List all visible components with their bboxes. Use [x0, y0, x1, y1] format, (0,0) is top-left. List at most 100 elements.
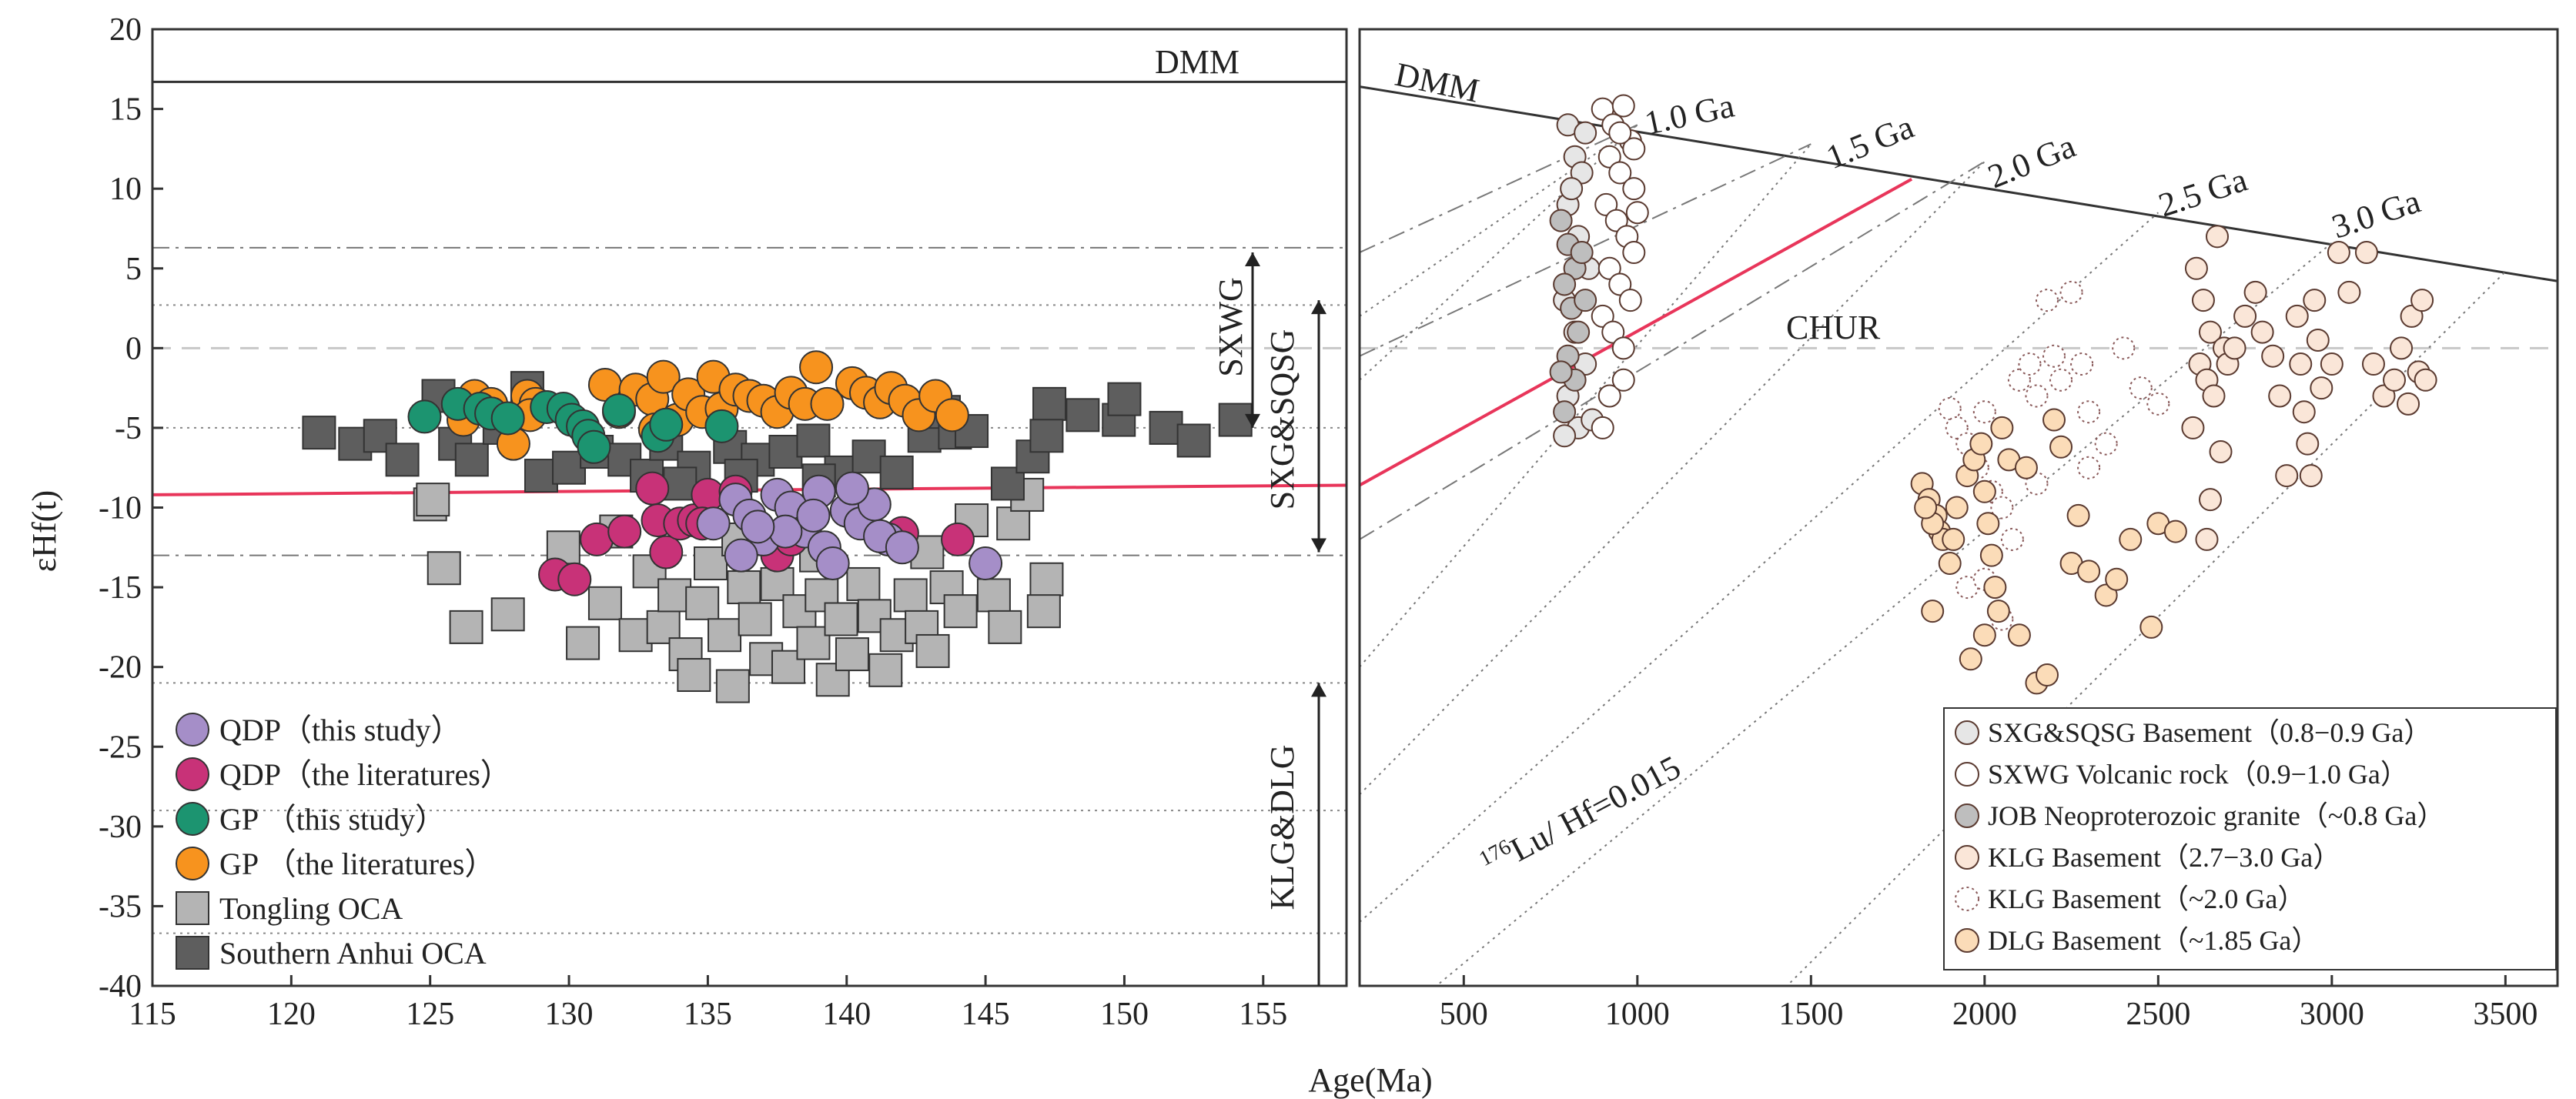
age-line-label-5: 3.0 Ga — [2327, 182, 2425, 246]
legend-right-label-0: SXG&SQSG Basement（0.8−0.9 Ga） — [1988, 717, 2431, 748]
legend-right-label-3: KLG Basement（2.7−3.0 Ga） — [1988, 842, 2340, 873]
right-s3-point-10 — [2198, 488, 2222, 512]
legend-right-box — [1943, 707, 2557, 970]
right-s1-point-11 — [1597, 256, 1621, 280]
right-evolution-line-4 — [1360, 161, 1986, 540]
right-s3-point-16 — [2250, 320, 2274, 344]
right-x-tick-label-2: 1500 — [1778, 997, 1843, 1032]
legend-right-marker-5 — [1955, 928, 1979, 953]
right-s4-point-11 — [2036, 289, 2059, 312]
left-y-tick-label-5: -5 — [115, 411, 142, 446]
right-s5-point-18 — [1990, 416, 2014, 439]
legend-right-marker-3 — [1955, 845, 1979, 870]
left-s5-point-21 — [851, 439, 886, 474]
range-arrow-head-top-2 — [1311, 683, 1326, 697]
right-s3-point-23 — [2296, 432, 2320, 456]
right-evolution-line-6 — [1360, 212, 2159, 923]
right-dmm-label: DMM — [1392, 55, 1483, 110]
left-s4-point-33 — [893, 578, 928, 613]
right-s3-point-17 — [2261, 344, 2285, 368]
right-s1-point-17 — [1622, 137, 1646, 161]
right-s4-point-17 — [2094, 432, 2118, 456]
left-s2-point-10 — [577, 429, 611, 464]
left-s5-point-35 — [1218, 403, 1253, 437]
right-s5-point-29 — [2119, 527, 2143, 551]
right-panel-frame — [1358, 28, 2559, 987]
left-s5-point-28 — [1032, 386, 1067, 421]
left-s4-point-41 — [996, 506, 1031, 541]
age-line-label-3: 2.0 Ga — [1982, 127, 2080, 195]
x-axis-label: Age(Ma) — [1308, 1061, 1432, 1099]
legend-right-marker-2 — [1955, 803, 1979, 828]
left-s4-point-3 — [490, 597, 525, 632]
left-s4-point-13 — [677, 658, 711, 693]
left-s3-point-21 — [799, 350, 834, 385]
right-s5-point-37 — [2014, 456, 2038, 479]
right-s3-point-29 — [2327, 241, 2350, 265]
legend-left-label-2: GP （this study） — [219, 802, 446, 837]
left-s0-point-0 — [696, 506, 731, 541]
right-s5-point-20 — [1972, 623, 1996, 647]
right-s4-point-20 — [2146, 392, 2170, 416]
right-x-tick-label-4: 2500 — [2126, 997, 2190, 1032]
right-s3-point-0 — [2184, 256, 2208, 280]
right-s3-point-15 — [2243, 280, 2267, 304]
left-s3-point-9 — [646, 359, 681, 394]
left-s3-point-22 — [810, 386, 845, 421]
range-arrow-head-top-0 — [1245, 252, 1260, 267]
left-s1-point-3 — [607, 514, 642, 549]
range-label-klg-dlg: KLG&DLG — [1263, 744, 1301, 910]
legend-left: QDP（this study） QDP（the literatures） GP （t… — [176, 713, 511, 970]
left-s5-point-32 — [1107, 382, 1142, 416]
right-s1-point-16 — [1611, 336, 1635, 360]
left-s4-point-11 — [657, 578, 692, 613]
right-s4-point-8 — [2007, 368, 2031, 392]
left-x-tick-label-7: 150 — [1100, 997, 1149, 1032]
right-s2-point-3 — [1553, 272, 1577, 296]
right-s2-point-9 — [1570, 241, 1594, 265]
right-s5-point-13 — [1972, 479, 1996, 503]
left-s4-point-16 — [708, 618, 742, 653]
legend-left-marker-4 — [176, 891, 209, 925]
right-evolution-line-0 — [1360, 124, 1638, 381]
right-s4-point-10 — [2025, 384, 2049, 408]
left-s4-point-27 — [824, 602, 858, 636]
left-s3-point-30 — [935, 398, 969, 433]
left-s5-point-9 — [524, 459, 558, 493]
right-x-tick-label-6: 3500 — [2473, 997, 2538, 1032]
legend-right-marker-4 — [1955, 887, 1979, 911]
right-evolution-line-8 — [1785, 271, 2507, 986]
left-dmm-label: DMM — [1155, 43, 1239, 81]
left-s2-point-0 — [407, 399, 442, 434]
left-s1-point-1 — [557, 562, 592, 596]
left-s4-point-19 — [738, 602, 772, 636]
right-s4-point-12 — [2042, 344, 2066, 368]
left-s4-point-29 — [846, 566, 881, 601]
right-s3-point-25 — [2303, 289, 2327, 312]
right-s5-point-15 — [1979, 543, 2003, 567]
right-s5-point-16 — [1983, 576, 2007, 600]
right-s5-point-31 — [2163, 519, 2187, 543]
right-s3-point-26 — [2306, 328, 2330, 352]
right-s3-point-11 — [2181, 416, 2205, 439]
right-s0-point-14 — [1560, 177, 1584, 201]
left-x-tick-label-3: 130 — [545, 997, 594, 1032]
right-s1-point-6 — [1622, 177, 1646, 201]
left-s4-point-43 — [1029, 562, 1064, 596]
right-s3-point-24 — [2299, 464, 2323, 488]
range-arrow-head-top-1 — [1311, 300, 1326, 315]
legend-right-label-5: DLG Basement（~1.85 Ga） — [1988, 925, 2319, 956]
left-s1-point-6 — [649, 535, 684, 570]
legend-left-label-4: Tongling OCA — [219, 891, 403, 926]
right-s4-point-13 — [2049, 368, 2073, 392]
left-y-tick-label-10: -30 — [99, 810, 142, 845]
right-s5-point-8 — [1942, 527, 1965, 551]
right-s5-point-33 — [2105, 567, 2129, 591]
left-s1-point-4 — [635, 471, 670, 506]
right-s2-point-8 — [1553, 400, 1577, 424]
legend-left-marker-2 — [176, 802, 209, 836]
right-s0-point-12 — [1553, 424, 1577, 448]
right-axes: 500 1000 1500 2000 2500 3000 3500 — [1440, 975, 2538, 1032]
legend-left-marker-0 — [176, 713, 209, 747]
